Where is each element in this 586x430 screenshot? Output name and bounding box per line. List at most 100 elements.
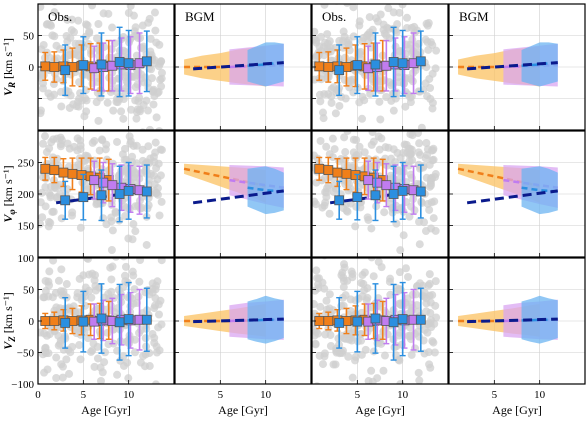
star-point: [52, 41, 61, 50]
star-point: [327, 98, 336, 107]
star-point: [106, 263, 115, 272]
star-point: [38, 106, 45, 115]
star-point: [369, 272, 378, 281]
star-point: [107, 275, 116, 284]
star-point: [344, 36, 353, 45]
star-point: [376, 115, 385, 124]
star-point: [113, 137, 122, 146]
star-point: [422, 139, 431, 148]
mean-square: [352, 60, 363, 71]
star-point: [145, 125, 154, 130]
star-point: [90, 362, 99, 371]
star-point: [399, 148, 408, 157]
star-point: [139, 101, 148, 110]
star-point: [420, 292, 429, 301]
panel-r2-c3: [448, 257, 586, 385]
star-point: [52, 353, 61, 362]
star-point: [339, 43, 348, 52]
trend-line: [467, 317, 558, 324]
mean-square: [96, 59, 107, 70]
star-point: [375, 145, 384, 154]
star-point: [323, 30, 332, 39]
star-point: [79, 271, 88, 280]
star-point: [415, 217, 424, 226]
star-point: [157, 197, 166, 206]
y-tick-label: 100: [18, 253, 35, 265]
star-point: [45, 267, 54, 276]
star-point: [358, 92, 367, 101]
star-point: [376, 10, 385, 19]
star-point: [341, 53, 350, 62]
star-point: [425, 74, 434, 83]
star-point: [119, 352, 128, 361]
star-point: [348, 373, 357, 382]
mean-square: [141, 56, 152, 67]
star-point: [141, 362, 150, 371]
star-point: [112, 258, 120, 261]
star-point: [322, 142, 331, 151]
star-point: [363, 31, 372, 40]
mean-square: [60, 65, 71, 76]
star-point: [88, 4, 97, 10]
star-point: [386, 290, 395, 299]
star-point: [312, 300, 318, 309]
star-point: [74, 16, 83, 25]
star-point: [341, 148, 350, 157]
star-point: [156, 75, 165, 84]
star-point: [425, 279, 434, 288]
star-point: [312, 266, 321, 275]
mean-square: [332, 167, 343, 178]
star-point: [384, 4, 393, 13]
star-point: [344, 77, 353, 86]
star-point: [360, 148, 369, 157]
star-point: [155, 211, 164, 220]
mean-square: [370, 313, 381, 324]
star-point: [312, 340, 320, 349]
star-point: [157, 258, 166, 265]
star-point: [48, 31, 57, 40]
star-point: [68, 208, 77, 217]
star-point: [138, 21, 147, 30]
star-point: [401, 264, 410, 273]
star-point: [407, 300, 416, 309]
panel-r1-c0: [37, 130, 175, 258]
star-point: [425, 182, 434, 191]
star-point: [125, 132, 134, 141]
star-point: [134, 391, 142, 399]
star-point: [104, 340, 113, 349]
star-point: [312, 27, 319, 36]
star-point: [313, 274, 322, 283]
mean-square: [397, 185, 408, 196]
star-point: [131, 202, 140, 211]
star-point: [68, 15, 77, 24]
x-tick-label: 5: [81, 389, 87, 401]
bgm-band: [521, 166, 558, 215]
star-point: [406, 131, 415, 139]
star-point: [395, 8, 404, 17]
star-point: [142, 240, 151, 249]
star-point: [40, 132, 49, 141]
star-point: [346, 184, 355, 193]
mean-square: [49, 62, 60, 72]
mean-square: [415, 314, 426, 325]
star-point: [47, 138, 56, 147]
star-point: [146, 169, 155, 178]
star-point: [39, 40, 48, 49]
star-point: [392, 284, 401, 293]
star-point: [331, 109, 340, 118]
star-point: [141, 334, 150, 343]
star-point: [357, 350, 366, 359]
mean-square: [60, 317, 71, 328]
star-point: [87, 347, 96, 356]
star-point: [332, 348, 341, 357]
star-point: [339, 27, 348, 36]
star-point: [357, 278, 366, 287]
star-point: [143, 106, 152, 115]
star-point: [325, 209, 334, 218]
star-point: [127, 105, 136, 114]
star-point: [50, 8, 59, 17]
star-point: [319, 114, 328, 123]
star-point: [71, 308, 80, 317]
star-point: [68, 342, 77, 351]
